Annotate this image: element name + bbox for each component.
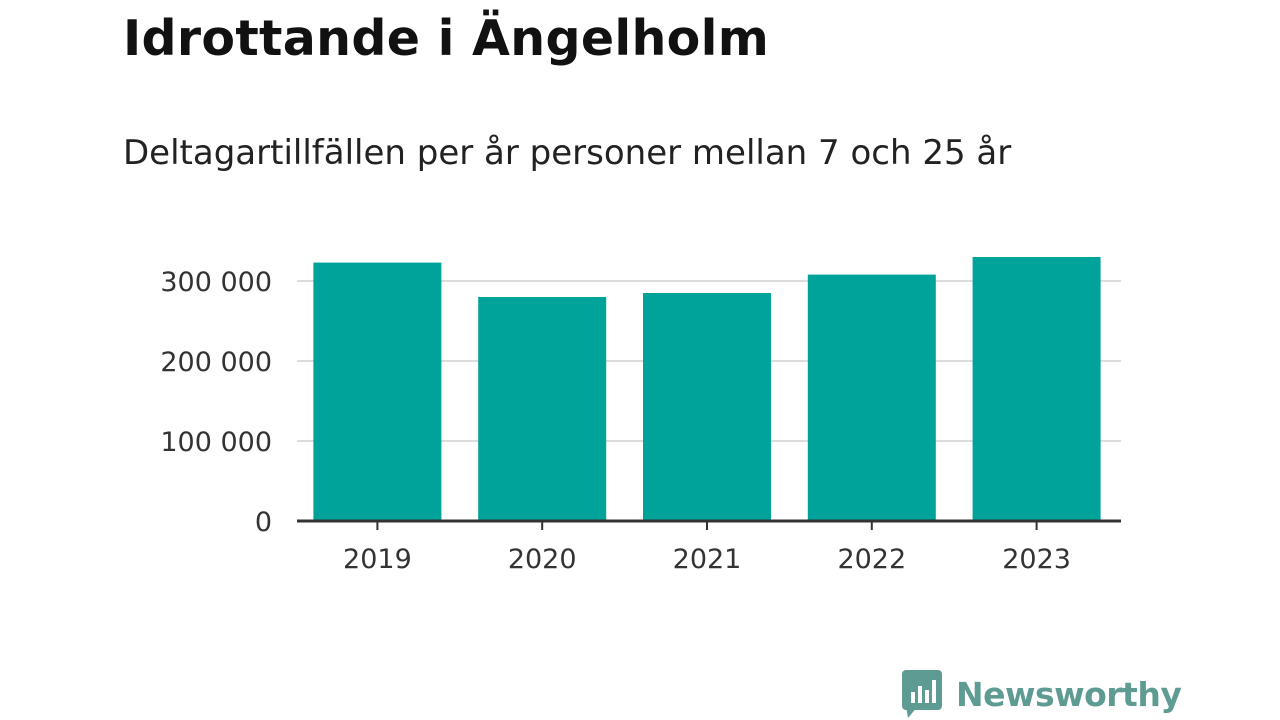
bar-chart-speech-bubble-icon	[902, 670, 942, 718]
x-tick-label: 2023	[1002, 544, 1071, 575]
tick-labels: 0 100 000 200 000 300 000 2019 2020 2021 2022 20…	[160, 267, 1071, 575]
bar-2023	[972, 257, 1101, 521]
newsworthy-logo: Newsworthy	[902, 670, 1182, 718]
bar-2019	[313, 262, 442, 521]
y-tick-label: 200 000	[160, 347, 272, 378]
x-tick-label: 2020	[508, 544, 577, 575]
y-tick-label: 100 000	[160, 427, 272, 458]
chart-title: Idrottande i Ängelholm	[123, 10, 770, 67]
bars	[313, 257, 1101, 521]
x-axis	[297, 519, 1121, 530]
bar-2020	[478, 297, 607, 521]
bar-2021	[643, 293, 771, 521]
y-tick-label: 300 000	[160, 267, 272, 298]
x-tick-label: 2019	[343, 544, 412, 575]
x-tick-label: 2022	[837, 544, 906, 575]
y-tick-label: 0	[255, 507, 272, 538]
chart-subtitle: Deltagartillfällen per år personer mella…	[123, 133, 1012, 173]
brand-name: Newsworthy	[956, 674, 1182, 714]
x-tick-label: 2021	[673, 544, 742, 575]
bar-2022	[807, 274, 936, 521]
